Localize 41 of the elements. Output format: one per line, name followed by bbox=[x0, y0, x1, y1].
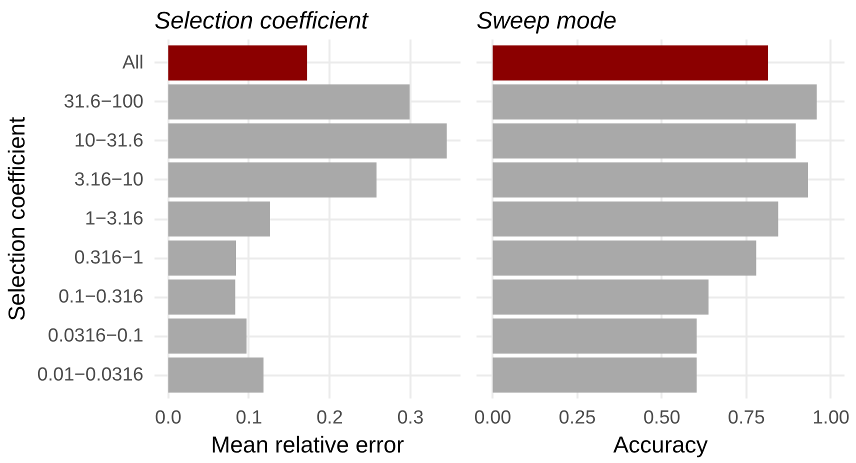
x-tick-label: 0.3 bbox=[397, 408, 424, 428]
bar bbox=[492, 240, 756, 276]
x-axis-title: Mean relative error bbox=[210, 432, 404, 458]
y-tick-label: 1−3.16 bbox=[84, 208, 144, 230]
y-tick-label: 0.0316−0.1 bbox=[48, 326, 144, 347]
chart-title: Sweep mode bbox=[476, 8, 617, 34]
bar bbox=[492, 358, 697, 393]
y-tick-label: 3.16−10 bbox=[74, 169, 144, 190]
bar bbox=[492, 84, 817, 120]
bar bbox=[492, 162, 808, 198]
bar bbox=[168, 358, 264, 393]
x-tick-label: 1.00 bbox=[812, 408, 850, 428]
y-tick-label: 0.01−0.0316 bbox=[37, 364, 144, 386]
x-tick-label: 0.0 bbox=[155, 408, 182, 428]
bar bbox=[168, 123, 447, 159]
y-tick-label: 31.6−100 bbox=[64, 91, 144, 112]
x-tick-label: 0.1 bbox=[236, 408, 262, 428]
bar bbox=[168, 279, 236, 315]
y-tick-label: 0.316−1 bbox=[74, 248, 144, 269]
bar bbox=[168, 84, 410, 120]
x-axis-title: Accuracy bbox=[613, 432, 708, 458]
y-tick-label: All bbox=[122, 52, 144, 74]
bar bbox=[168, 240, 236, 276]
y-axis-title: Selection coefficient bbox=[3, 116, 30, 322]
x-tick-label: 0.75 bbox=[728, 408, 765, 428]
x-tick-label: 0.00 bbox=[474, 408, 512, 428]
x-tick-label: 0.50 bbox=[643, 408, 680, 428]
bar bbox=[492, 123, 796, 159]
x-tick-label: 0.2 bbox=[316, 408, 343, 428]
chart-title: Selection coefficient bbox=[154, 8, 370, 34]
x-tick-label: 0.25 bbox=[558, 408, 596, 428]
y-tick-label: 0.1−0.316 bbox=[58, 286, 144, 308]
bar bbox=[168, 201, 270, 237]
y-tick-label: 10−31.6 bbox=[74, 130, 144, 152]
bar bbox=[168, 45, 308, 80]
bar bbox=[168, 162, 377, 198]
bar bbox=[168, 318, 247, 354]
bar bbox=[492, 318, 697, 354]
bar bbox=[492, 201, 778, 237]
bar bbox=[492, 279, 709, 315]
bar bbox=[492, 45, 768, 80]
